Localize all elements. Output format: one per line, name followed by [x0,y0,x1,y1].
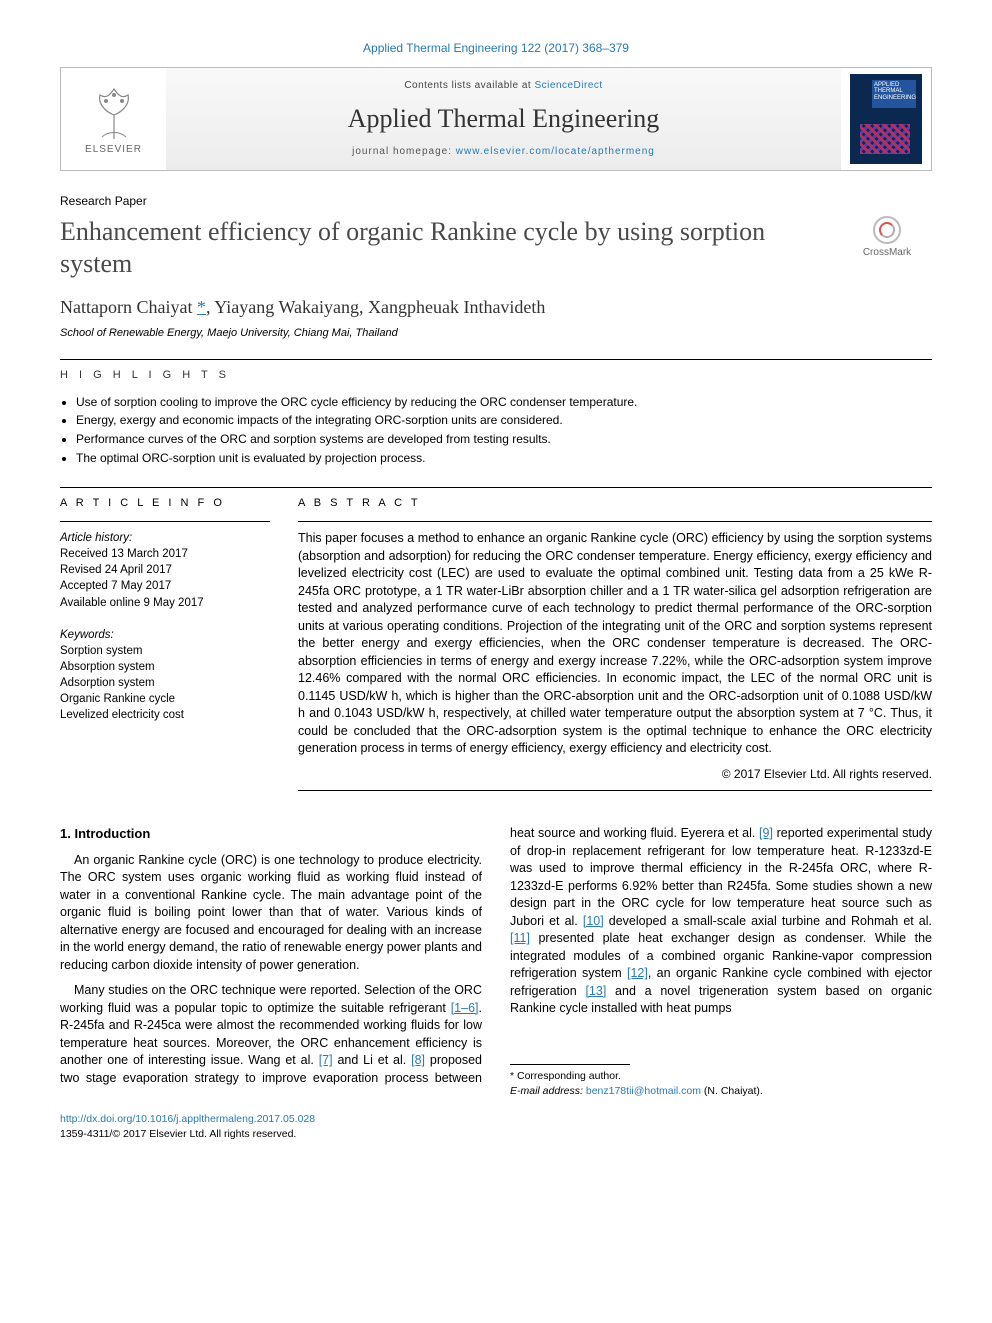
keyword-item: Sorption system [60,643,270,659]
body-text: reported experimental study of drop-in r… [510,826,932,928]
citation-link[interactable]: [1–6] [451,1001,479,1015]
divider [60,487,932,488]
body-paragraph: An organic Rankine cycle (ORC) is one te… [60,852,482,975]
highlights-heading: H I G H L I G H T S [60,368,932,383]
keyword-item: Adsorption system [60,675,270,691]
abstract-text: This paper focuses a method to enhance a… [298,530,932,758]
crossmark-icon [873,216,901,244]
issn-copyright-line: 1359-4311/© 2017 Elsevier Ltd. All right… [60,1127,932,1142]
citation-link[interactable]: [8] [411,1053,425,1067]
publisher-name: ELSEVIER [85,143,142,157]
citation-link[interactable]: [12] [627,966,648,980]
authors-line: Nattaporn Chaiyat *, Yiayang Wakaiyang, … [60,295,932,320]
abstract-column: A B S T R A C T This paper focuses a met… [298,496,932,800]
journal-cover-icon: APPLIED THERMAL ENGINEERING [850,74,922,164]
elsevier-tree-icon [84,81,144,141]
keyword-item: Levelized electricity cost [60,707,270,723]
highlight-item: Use of sorption cooling to improve the O… [76,394,932,411]
divider [298,790,932,791]
keyword-item: Absorption system [60,659,270,675]
history-item: Accepted 7 May 2017 [60,578,270,594]
homepage-link[interactable]: www.elsevier.com/locate/apthermeng [456,146,655,157]
email-suffix: (N. Chaiyat). [701,1085,763,1097]
email-line: E-mail address: benz178tii@hotmail.com (… [510,1084,932,1099]
divider [60,359,932,360]
abstract-copyright: © 2017 Elsevier Ltd. All rights reserved… [298,766,932,783]
keywords-label: Keywords: [60,627,270,643]
journal-header: ELSEVIER Contents lists available at Sci… [60,67,932,171]
cover-label-text: APPLIED THERMAL ENGINEERING [874,82,914,102]
sciencedirect-link[interactable]: ScienceDirect [534,80,602,91]
publisher-logo-cell: ELSEVIER [61,68,166,170]
corresponding-author-link[interactable]: * [197,297,206,317]
body-text: Many studies on the ORC technique were r… [60,983,482,1015]
authors-text: Nattaporn Chaiyat *, Yiayang Wakaiyang, … [60,297,545,317]
keywords-block: Keywords: Sorption system Absorption sys… [60,627,270,724]
paper-title: Enhancement efficiency of organic Rankin… [60,216,826,281]
crossmark-label: CrossMark [863,246,911,260]
article-info-column: A R T I C L E I N F O Article history: R… [60,496,270,800]
page-root: Applied Thermal Engineering 122 (2017) 3… [0,0,992,1172]
homepage-prefix: journal homepage: [352,146,456,157]
highlight-item: The optimal ORC-sorption unit is evaluat… [76,450,932,467]
history-label: Article history: [60,530,270,546]
doi-link[interactable]: http://dx.doi.org/10.1016/j.applthermale… [60,1113,315,1125]
contents-list-line: Contents lists available at ScienceDirec… [404,79,602,93]
body-text: and Li et al. [333,1053,412,1067]
article-history-block: Article history: Received 13 March 2017 … [60,530,270,610]
highlight-item: Energy, exergy and economic impacts of t… [76,412,932,429]
footnote-block: * Corresponding author. E-mail address: … [510,1058,932,1098]
top-citation-link[interactable]: Applied Thermal Engineering 122 (2017) 3… [363,41,629,55]
history-item: Available online 9 May 2017 [60,595,270,611]
email-label: E-mail address: [510,1085,586,1097]
email-link[interactable]: benz178tii@hotmail.com [586,1085,701,1097]
affiliation: School of Renewable Energy, Maejo Univer… [60,326,932,341]
history-item: Received 13 March 2017 [60,546,270,562]
divider [298,521,932,522]
corresponding-author-note: * Corresponding author. [510,1069,932,1084]
crossmark-badge[interactable]: CrossMark [842,216,932,260]
journal-title: Applied Thermal Engineering [348,101,659,137]
article-info-heading: A R T I C L E I N F O [60,496,270,511]
info-abstract-row: A R T I C L E I N F O Article history: R… [60,496,932,800]
citation-link[interactable]: [7] [319,1053,333,1067]
abstract-heading: A B S T R A C T [298,496,932,511]
body-two-column: 1. Introduction An organic Rankine cycle… [60,825,932,1098]
history-item: Revised 24 April 2017 [60,562,270,578]
contents-text: Contents lists available at [404,80,534,91]
top-citation-line: Applied Thermal Engineering 122 (2017) 3… [60,40,932,57]
citation-link[interactable]: [11] [510,931,530,945]
intro-heading: 1. Introduction [60,825,482,843]
footnote-rule [510,1064,630,1065]
paper-type-label: Research Paper [60,193,932,210]
identifier-block: http://dx.doi.org/10.1016/j.applthermale… [60,1112,932,1141]
body-text: developed a small-scale axial turbine an… [604,914,932,928]
homepage-line: journal homepage: www.elsevier.com/locat… [352,145,655,159]
citation-link[interactable]: [10] [583,914,604,928]
header-center: Contents lists available at ScienceDirec… [166,68,841,170]
highlight-item: Performance curves of the ORC and sorpti… [76,431,932,448]
keyword-item: Organic Rankine cycle [60,691,270,707]
highlights-list: Use of sorption cooling to improve the O… [60,394,932,467]
citation-link[interactable]: [9] [759,826,773,840]
title-row: Enhancement efficiency of organic Rankin… [60,216,932,281]
citation-link[interactable]: [13] [585,984,606,998]
divider [60,521,270,522]
cover-thumbnail-cell: APPLIED THERMAL ENGINEERING [841,68,931,170]
